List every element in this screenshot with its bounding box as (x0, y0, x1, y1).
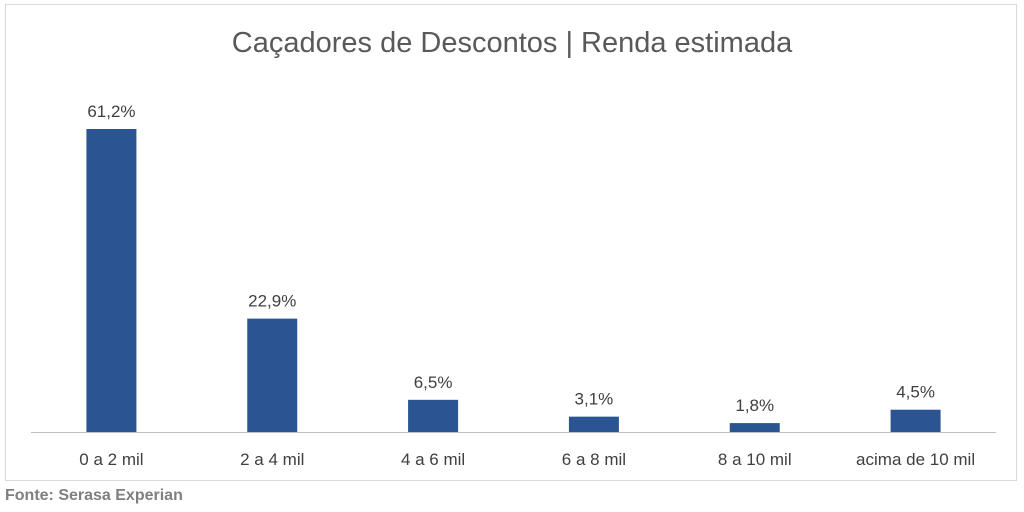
data-label-4: 3,1% (575, 390, 614, 409)
source-note: Fonte: Serasa Experian (5, 487, 183, 504)
bar-2 (247, 318, 298, 432)
bar-4 (568, 416, 619, 432)
bar-chart: 61,2% 0 a 2 mil 22,9% 2 a 4 mil 6,5% 4 a 6 mi… (31, 102, 996, 469)
data-label-1: 61,2% (87, 102, 135, 121)
chart-frame: Caçadores de Descontos | Renda estimada … (5, 4, 1017, 481)
category-label-4: 6 a 8 mil (562, 450, 626, 469)
data-label-6: 4,5% (896, 383, 935, 402)
chart-title: Caçadores de Descontos | Renda estimada (231, 27, 793, 59)
data-label-2: 22,9% (248, 292, 296, 311)
category-label-2: 2 a 4 mil (240, 450, 304, 469)
category-label-1: 0 a 2 mil (79, 450, 143, 469)
bar-1 (86, 129, 137, 432)
bar-3 (408, 399, 459, 432)
category-label-5: 8 a 10 mil (718, 450, 792, 469)
category-label-6: acima de 10 mil (856, 450, 975, 469)
data-label-5: 1,8% (735, 396, 774, 415)
category-label-3: 4 a 6 mil (401, 450, 465, 469)
data-label-3: 6,5% (414, 373, 453, 392)
bar-5 (729, 423, 780, 432)
bar-6 (890, 409, 941, 432)
